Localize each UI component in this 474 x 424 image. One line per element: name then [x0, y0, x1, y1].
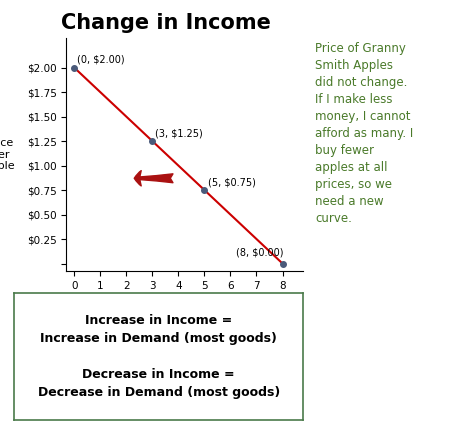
Text: (8, $0.00): (8, $0.00) — [236, 248, 283, 258]
Text: (5, $0.75): (5, $0.75) — [208, 177, 255, 187]
Text: Price of Granny
Smith Apples
did not change.
If I make less
money, I cannot
affo: Price of Granny Smith Apples did not cha… — [315, 42, 413, 226]
Text: (3, $1.25): (3, $1.25) — [155, 128, 203, 138]
Text: Price
per
Apple: Price per Apple — [0, 138, 16, 171]
X-axis label: Quantity of Granny Smith Apples per Week: Quantity of Granny Smith Apples per Week — [73, 295, 297, 305]
Text: (0, $2.00): (0, $2.00) — [77, 55, 125, 64]
Text: Change in Income: Change in Income — [61, 13, 271, 33]
Text: Increase in Income =
Increase in Demand (most goods)

Decrease in Income =
Decre: Increase in Income = Increase in Demand … — [37, 314, 280, 399]
